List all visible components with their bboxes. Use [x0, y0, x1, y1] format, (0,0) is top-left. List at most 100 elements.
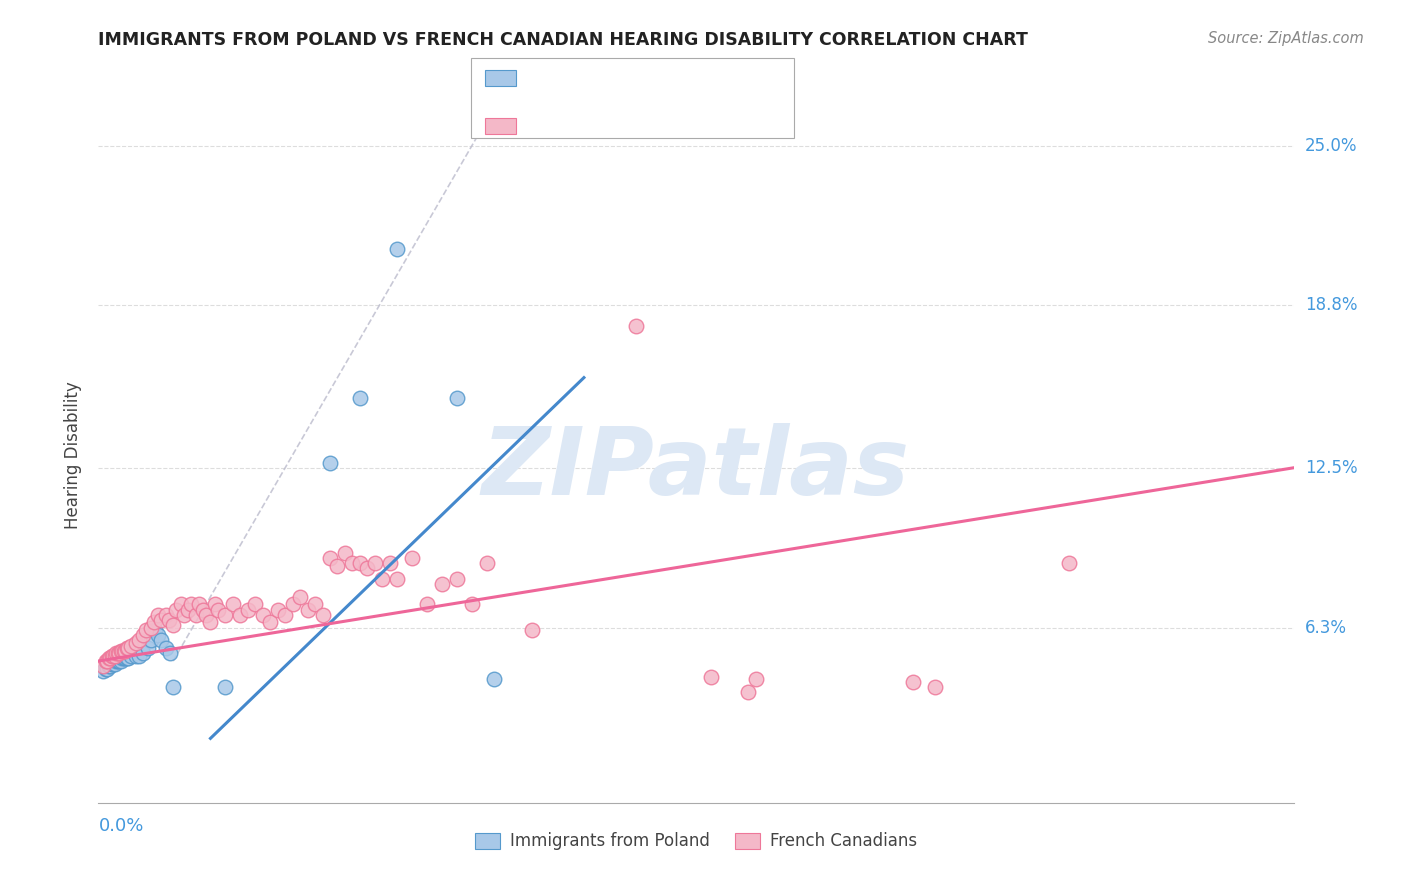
Point [204, 598, 226, 612]
Point [136, 641, 159, 656]
Point [108, 654, 131, 668]
Point [745, 672, 768, 686]
Point [157, 613, 180, 627]
Point [132, 628, 155, 642]
Point [342, 556, 364, 570]
Point [108, 646, 131, 660]
Text: 0.0%: 0.0% [98, 817, 143, 835]
Point [446, 572, 468, 586]
Point [115, 641, 138, 656]
Point [191, 602, 214, 616]
Point [378, 556, 401, 570]
Point [155, 641, 177, 656]
Point [150, 633, 173, 648]
Text: IMMIGRANTS FROM POLAND VS FRENCH CANADIAN HEARING DISABILITY CORRELATION CHART: IMMIGRANTS FROM POLAND VS FRENCH CANADIA… [98, 31, 1028, 49]
Point [281, 598, 304, 612]
Point [120, 648, 142, 663]
Point [96, 654, 118, 668]
Text: 25.0%: 25.0% [1305, 136, 1357, 154]
Point [214, 680, 236, 694]
Point [112, 644, 135, 658]
Point [111, 644, 134, 658]
Point [114, 644, 136, 658]
Point [148, 607, 170, 622]
Point [105, 646, 128, 660]
Point [155, 607, 177, 622]
Point [91, 659, 114, 673]
Point [484, 672, 506, 686]
Point [349, 556, 371, 570]
Point [128, 648, 150, 663]
Point [401, 551, 423, 566]
Point [110, 654, 132, 668]
Text: 18.8%: 18.8% [1305, 296, 1357, 315]
Point [520, 623, 543, 637]
Point [319, 551, 342, 566]
Text: 35: 35 [665, 69, 688, 87]
Point [110, 644, 132, 658]
Point [349, 391, 371, 405]
Point [98, 659, 122, 673]
Point [159, 646, 181, 660]
Point [165, 602, 187, 616]
Point [97, 651, 120, 665]
Point [446, 391, 468, 405]
Point [142, 615, 165, 630]
Point [103, 648, 125, 663]
Point [162, 618, 184, 632]
Point [112, 651, 135, 665]
Point [311, 607, 333, 622]
Point [416, 598, 439, 612]
Point [104, 657, 127, 671]
Point [207, 602, 229, 616]
Point [96, 662, 118, 676]
Point [117, 641, 139, 656]
Text: 0.321: 0.321 [568, 117, 620, 135]
Legend: Immigrants from Poland, French Canadians: Immigrants from Poland, French Canadians [468, 826, 924, 857]
Point [104, 648, 127, 663]
Point [162, 680, 184, 694]
Point [333, 546, 356, 560]
Point [91, 665, 114, 679]
Point [148, 628, 170, 642]
Text: N =: N = [628, 117, 668, 135]
Point [326, 558, 349, 573]
Text: R =: R = [530, 69, 569, 87]
Point [222, 598, 245, 612]
Point [700, 669, 723, 683]
Point [245, 598, 267, 612]
Point [101, 648, 124, 663]
Point [200, 615, 222, 630]
Point [475, 556, 498, 570]
Point [105, 654, 128, 668]
Point [143, 623, 166, 637]
Point [114, 651, 136, 665]
Point [169, 598, 191, 612]
Point [115, 651, 138, 665]
Point [139, 621, 162, 635]
Point [184, 607, 207, 622]
Text: N =: N = [628, 69, 668, 87]
Point [304, 598, 326, 612]
Point [125, 636, 148, 650]
Point [101, 657, 124, 671]
Point [187, 598, 209, 612]
Point [111, 651, 134, 665]
Point [385, 242, 409, 256]
Point [173, 607, 195, 622]
Point [901, 674, 924, 689]
Point [385, 572, 409, 586]
Point [125, 648, 148, 663]
Point [1059, 556, 1081, 570]
Point [94, 662, 117, 676]
Point [97, 659, 120, 673]
Point [180, 598, 202, 612]
Point [624, 319, 647, 334]
Point [319, 456, 342, 470]
Point [135, 623, 157, 637]
Point [120, 639, 142, 653]
Text: 0.599: 0.599 [568, 69, 620, 87]
Point [236, 602, 259, 616]
Point [177, 602, 200, 616]
Point [150, 613, 173, 627]
